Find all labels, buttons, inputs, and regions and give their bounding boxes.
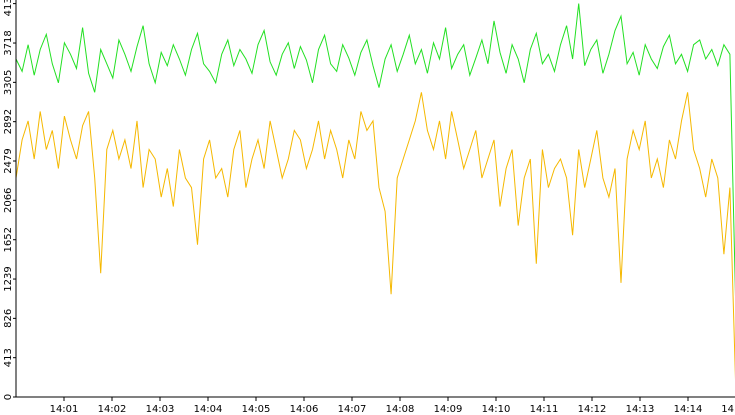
x-tick-label: 14:06 — [290, 404, 319, 415]
x-tick-label: 14:02 — [98, 404, 127, 415]
x-tick-label: 14:11 — [530, 404, 559, 415]
y-tick-label: 826 — [3, 309, 14, 328]
data-line — [15, 3, 735, 297]
y-tick-label: 1239 — [3, 266, 14, 291]
x-tick-label: 14:03 — [146, 404, 175, 415]
y-tick-label: 3718 — [3, 30, 14, 55]
plot-area — [15, 3, 735, 380]
x-tick-label: 14:10 — [482, 404, 511, 415]
y-tick-label: 413 — [3, 348, 14, 367]
x-tick-label: 14:01 — [50, 404, 79, 415]
x-tick-label: 14:13 — [626, 404, 655, 415]
y-tick-label: 3305 — [3, 70, 14, 95]
x-tick-label: 14 — [721, 404, 734, 415]
x-tick-label: 14:14 — [674, 404, 703, 415]
x-tick-label: 14:07 — [338, 404, 367, 415]
y-tick-label: 2892 — [3, 109, 14, 134]
x-tick-label: 14:04 — [194, 404, 223, 415]
x-tick-label: 14:05 — [242, 404, 271, 415]
x-tick-label: 14:12 — [578, 404, 607, 415]
y-tick-label: 0 — [3, 394, 14, 400]
y-tick-label: 4132 — [3, 0, 14, 16]
data-line — [15, 92, 735, 380]
y-tick-label: 2066 — [3, 188, 14, 213]
y-tick-label: 2479 — [3, 148, 14, 173]
x-tick-label: 14:08 — [386, 404, 415, 415]
y-tick-label: 1652 — [3, 227, 14, 252]
x-tick-label: 14:09 — [434, 404, 463, 415]
